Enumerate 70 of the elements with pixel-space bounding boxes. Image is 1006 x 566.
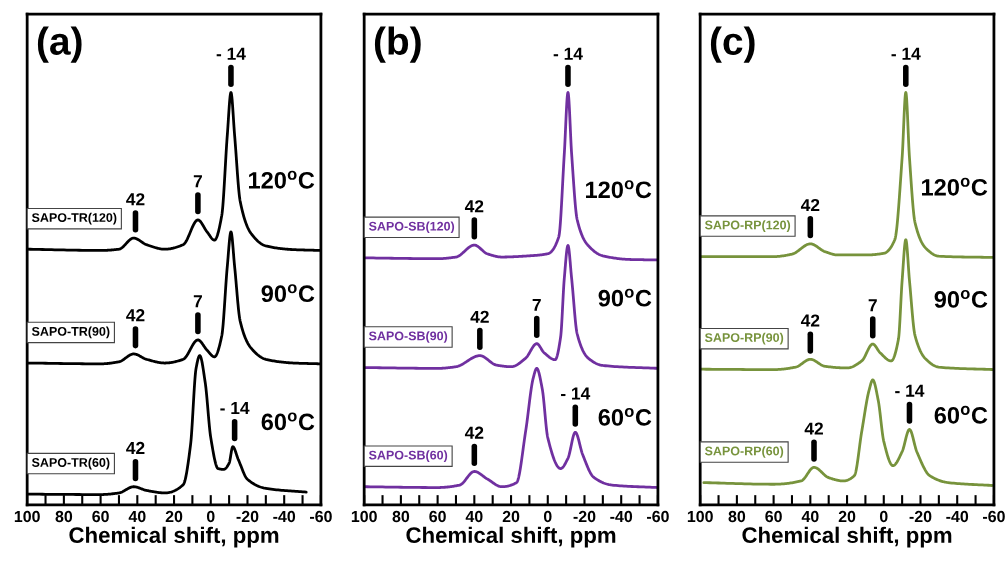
annotation: - 14 [561,387,591,400]
x-tick-label: 20 [838,510,856,523]
x-tick-label: 40 [801,510,819,523]
annotation: 90$^{o}$C [934,289,988,308]
x-tick-label: -60 [983,510,1005,523]
x-tick-label: 80 [392,510,410,523]
legend-label: SAPO-TR(60) [31,457,110,470]
x-axis-title: Chemical shift, ppm [742,526,952,548]
annotation: 120$^{o}$C [922,177,988,196]
x-tick-label: 0 [543,510,552,523]
annotation: 42 [800,314,820,327]
x-tick-label: 60 [765,510,782,523]
annotation: 90$^{o}$C [261,284,315,303]
x-tick-label: -60 [310,510,332,523]
x-tick-label: -20 [236,510,259,523]
annotation: 60$^{o}$C [261,412,315,431]
annotation: 90$^{o}$C [598,288,652,307]
annotation: 42 [126,441,145,454]
chart-title: (b) [374,26,421,63]
annotation: - 14 [220,402,250,414]
annotation: 7 [193,295,202,308]
annotation: 120$^{o}$C [586,180,652,199]
annotation: 42 [126,309,145,322]
x-tick-label: 40 [128,510,146,523]
x-axis-title: Chemical shift, ppm [69,526,279,548]
x-tick-label: 60 [429,510,446,523]
annotation: 7 [868,299,877,312]
series-label: SAPO-SB(120) [368,221,455,234]
chart-title: (a) [37,26,82,63]
annotation: 120$^{o}$C [249,170,315,189]
annotation: 7 [532,298,541,311]
annotation: - 14 [553,47,583,60]
x-tick-label: -20 [909,510,932,523]
annotation: 42 [800,198,820,212]
annotation: 7 [193,175,202,188]
x-tick-label: 80 [55,510,73,523]
annotation: 42 [804,422,823,435]
series-label: SAPO-SB(90) [368,331,448,343]
x-tick-label: 60 [92,510,109,523]
series-label: SAPO-RP(90) [704,332,784,345]
x-tick-label: -40 [946,510,969,523]
x-tick-label: -60 [647,510,669,523]
x-tick-label: 100 [14,510,40,523]
annotation: - 14 [891,47,921,60]
x-tick-label: 100 [351,510,377,523]
annotation: 60$^{o}$C [934,405,988,424]
chart-title: (c) [710,26,755,63]
x-tick-label: 0 [206,510,215,523]
annotation: - 14 [216,47,246,60]
x-tick-label: 40 [465,510,483,523]
annotation: - 14 [895,384,925,397]
legend-label: SAPO-TR(90) [31,326,110,339]
x-axis-title: Chemical shift, ppm [406,526,616,548]
x-tick-label: 100 [687,510,713,523]
annotation: 42 [126,193,145,206]
annotation: 42 [464,426,484,439]
annotation: 42 [470,310,489,323]
annotation: 42 [464,200,484,213]
x-tick-label: -40 [273,510,296,523]
legend-label: SAPO-TR(120) [31,212,117,225]
x-tick-label: -20 [573,510,596,523]
series-label: SAPO-RP(60) [704,446,784,458]
series-label: SAPO-RP(120) [704,220,791,232]
x-tick-label: 20 [165,510,183,523]
x-tick-label: -40 [610,510,633,523]
x-tick-label: 20 [502,510,520,523]
x-tick-label: 80 [728,510,746,523]
annotation: 60$^{o}$C [598,407,652,426]
x-tick-label: 0 [879,510,888,523]
series-label: SAPO-SB(60) [368,450,448,462]
